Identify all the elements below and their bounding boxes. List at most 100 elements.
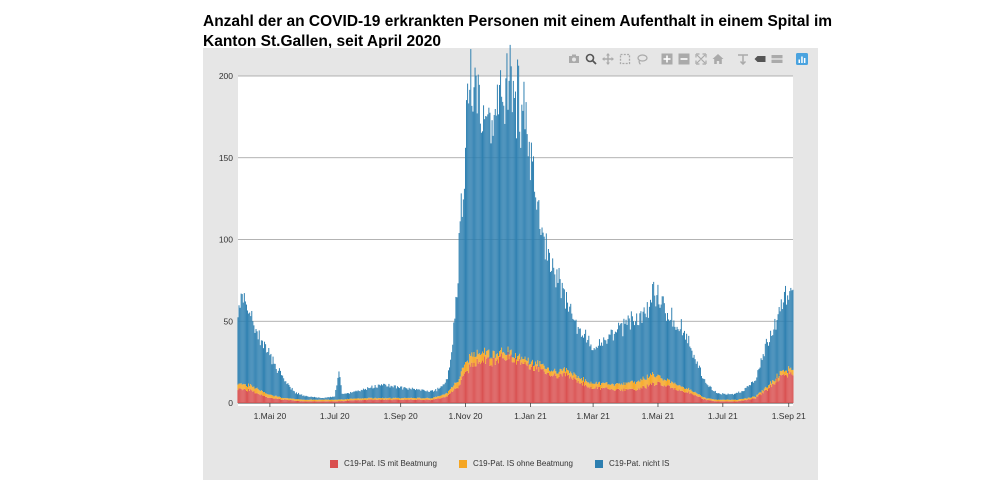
bar-mit-beatmung <box>443 397 445 403</box>
bar-nicht-is <box>523 81 525 359</box>
bar-mit-beatmung <box>444 397 446 403</box>
camera-icon[interactable] <box>567 53 580 66</box>
bar-mit-beatmung <box>244 389 246 403</box>
bar-ohne-beatmung <box>376 398 378 400</box>
legend-item-mit-beatmung[interactable]: C19-Pat. IS mit Beatmung <box>330 459 437 468</box>
bar-nicht-is <box>417 389 419 398</box>
bar-nicht-is <box>537 201 539 361</box>
bar-mit-beatmung <box>472 366 474 403</box>
bar-mit-beatmung <box>435 398 437 403</box>
bar-nicht-is <box>699 367 701 396</box>
bar-ohne-beatmung <box>558 371 560 377</box>
autoscale-icon[interactable] <box>694 53 707 66</box>
bar-mit-beatmung <box>343 401 345 403</box>
bar-mit-beatmung <box>484 356 486 403</box>
bar-ohne-beatmung <box>250 384 252 390</box>
zoom-in-icon[interactable] <box>660 53 673 66</box>
bar-ohne-beatmung <box>728 399 730 402</box>
bar-mit-beatmung <box>314 401 315 403</box>
bar-nicht-is <box>594 349 596 384</box>
bar-mit-beatmung <box>400 400 402 403</box>
bar-nicht-is <box>638 325 640 381</box>
bar-mit-beatmung <box>237 390 239 403</box>
bar-mit-beatmung <box>338 400 340 403</box>
bar-nicht-is <box>539 229 541 362</box>
bar-ohne-beatmung <box>269 394 271 398</box>
bar-mit-beatmung <box>300 401 302 403</box>
bar-ohne-beatmung <box>403 398 405 400</box>
bar-nicht-is <box>418 389 420 398</box>
bar-mit-beatmung <box>461 376 463 403</box>
bar-nicht-is <box>685 339 687 389</box>
bar-ohne-beatmung <box>437 396 439 399</box>
bar-nicht-is <box>240 293 242 384</box>
bar-nicht-is <box>374 385 376 398</box>
zoom-out-icon[interactable] <box>677 53 690 66</box>
bar-mit-beatmung <box>712 400 714 403</box>
legend-item-ohne-beatmung[interactable]: C19-Pat. IS ohne Beatmung <box>458 459 573 468</box>
bar-mit-beatmung <box>512 362 514 403</box>
bar-ohne-beatmung <box>632 382 634 390</box>
bar-mit-beatmung <box>554 373 556 403</box>
bar-ohne-beatmung <box>322 399 324 402</box>
bar-ohne-beatmung <box>674 382 676 388</box>
bar-nicht-is <box>367 387 369 399</box>
bar-mit-beatmung <box>589 388 591 403</box>
box-select-icon[interactable] <box>618 53 631 66</box>
home-icon[interactable] <box>711 53 724 66</box>
bar-nicht-is <box>382 385 384 398</box>
zoom-icon[interactable] <box>584 53 597 66</box>
hover-closest-icon[interactable] <box>753 53 766 66</box>
bar-mit-beatmung <box>311 401 313 403</box>
bar-nicht-is <box>703 378 705 398</box>
bar-mit-beatmung <box>371 399 373 403</box>
bar-nicht-is <box>458 233 460 380</box>
bar-ohne-beatmung <box>410 397 412 400</box>
bar-mit-beatmung <box>260 394 262 403</box>
spike-lines-icon[interactable] <box>736 53 749 66</box>
bar-nicht-is <box>714 390 716 400</box>
bar-mit-beatmung <box>740 400 742 403</box>
bar-nicht-is <box>398 387 399 398</box>
bar-ohne-beatmung <box>758 392 760 395</box>
bar-nicht-is <box>332 396 334 400</box>
bar-nicht-is <box>349 393 351 399</box>
bar-nicht-is <box>413 388 415 399</box>
bar-ohne-beatmung <box>589 383 591 389</box>
pan-icon[interactable] <box>601 53 614 66</box>
bar-nicht-is <box>781 309 783 371</box>
legend-item-nicht-is[interactable]: C19-Pat. nicht IS <box>595 459 669 468</box>
bar-nicht-is <box>290 389 292 399</box>
bar-nicht-is <box>580 336 582 379</box>
bar-mit-beatmung <box>657 381 659 403</box>
bar-nicht-is <box>294 393 296 400</box>
bar-nicht-is <box>765 338 767 388</box>
bar-ohne-beatmung <box>739 399 741 401</box>
bar-nicht-is <box>790 287 792 368</box>
bar-mit-beatmung <box>566 373 567 403</box>
bar-ohne-beatmung <box>619 383 621 390</box>
bar-ohne-beatmung <box>696 393 698 397</box>
bar-nicht-is <box>393 385 395 398</box>
hover-compare-icon[interactable] <box>770 53 783 66</box>
bar-nicht-is <box>351 392 353 399</box>
bar-nicht-is <box>266 352 268 394</box>
bar-nicht-is <box>251 310 253 386</box>
bar-ohne-beatmung <box>546 367 548 373</box>
bar-nicht-is <box>727 393 729 400</box>
lasso-icon[interactable] <box>635 53 648 66</box>
bar-nicht-is <box>408 387 410 398</box>
bar-mit-beatmung <box>686 392 688 403</box>
bar-ohne-beatmung <box>614 384 616 391</box>
bar-ohne-beatmung <box>433 397 435 400</box>
bar-mit-beatmung <box>307 401 309 403</box>
bar-nicht-is <box>645 317 647 380</box>
bar-nicht-is <box>358 391 360 399</box>
bar-mit-beatmung <box>502 358 504 403</box>
bar-ohne-beatmung <box>299 399 301 402</box>
bar-ohne-beatmung <box>311 399 313 402</box>
bar-nicht-is <box>269 355 271 395</box>
plotly-logo-icon[interactable] <box>795 53 808 66</box>
bar-ohne-beatmung <box>593 383 595 389</box>
bar-mit-beatmung <box>514 357 516 403</box>
